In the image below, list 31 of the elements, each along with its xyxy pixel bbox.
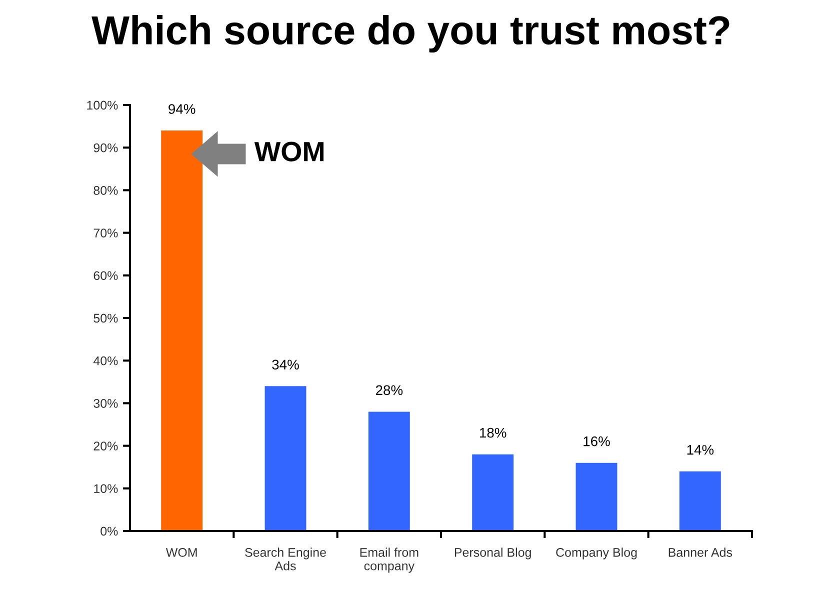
data-label: 34% [272,360,299,370]
bar [264,386,306,531]
y-tick-label: 10% [94,484,118,494]
x-tick-label: Personal Blog [454,548,531,560]
bar [368,412,410,531]
data-label: 94% [168,104,196,114]
bar [472,454,514,531]
y-tick-label: 30% [94,399,118,408]
y-tick-label: 40% [93,356,118,366]
bar [161,130,203,531]
x-tick-label: Banner Ads [668,548,732,557]
chart-title: Which source do you trust most? [92,15,730,53]
y-tick-label: 80% [94,186,118,195]
y-tick-label: 20% [94,442,118,450]
x-tick-label: Company Blog [556,548,637,560]
bar [576,462,618,531]
data-label: 18% [480,428,506,438]
x-tick-label: Search Engine Ads [245,548,326,570]
annotation: WOM [254,142,324,162]
y-tick-label: 0% [100,526,118,536]
x-tick-label: Email from company [360,548,418,573]
data-label: 16% [584,436,610,446]
data-label: 28% [376,385,403,396]
y-tick-label: 50% [94,314,118,323]
y-tick-label: 60% [94,271,118,280]
y-tick-label: 100% [87,100,118,110]
y-tick-label: 90% [94,143,118,152]
x-tick-label: WOM [166,548,197,557]
data-label: 14% [687,444,714,455]
bar [679,471,721,531]
y-tick-label: 70% [94,228,118,238]
